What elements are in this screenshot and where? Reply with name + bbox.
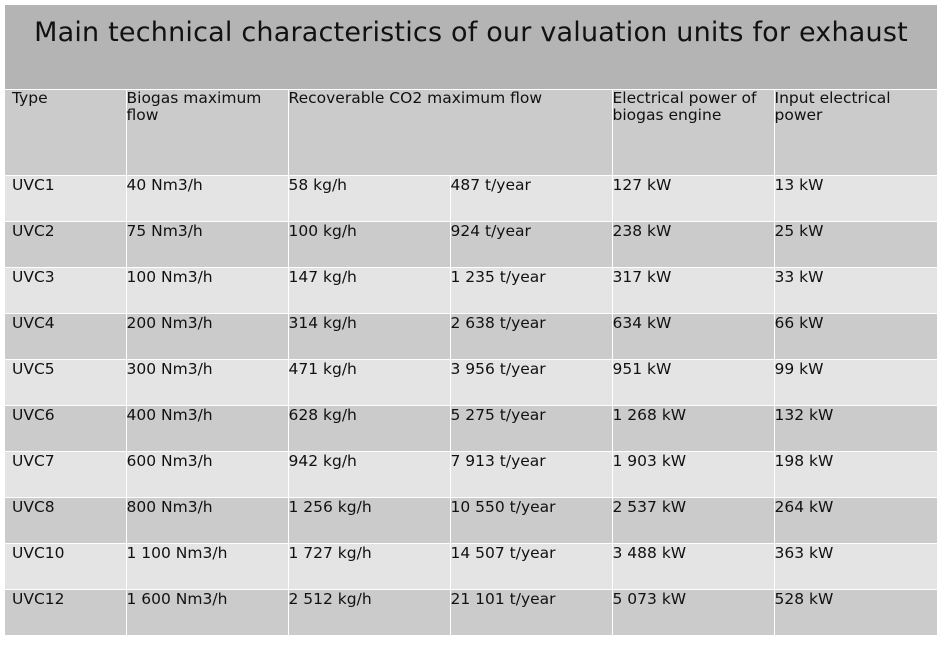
cell-biogas-flow: 40 Nm3/h [126, 175, 289, 222]
cell-input-power: 198 kW [774, 451, 938, 498]
cell-co2-kg-per-hour: 58 kg/h [288, 175, 451, 222]
cell-type: UVC8 [5, 497, 127, 544]
cell-engine-power: 127 kW [612, 175, 775, 222]
cell-input-power: 33 kW [774, 267, 938, 314]
header-row: Type Biogas maximum flow Recoverable CO2… [5, 90, 938, 176]
cell-co2-tonnes-per-year: 14 507 t/year [450, 543, 613, 590]
table-row: UVC7 600 Nm3/h 942 kg/h 7 913 t/year 1 903 k… [5, 451, 938, 498]
header-co2-flow: Recoverable CO2 maximum flow [288, 90, 613, 176]
header-input-power: Input electrical power [774, 90, 938, 176]
cell-type: UVC12 [5, 589, 127, 636]
cell-type: UVC10 [5, 543, 127, 590]
table-row: UVC10 1 100 Nm3/h 1 727 kg/h 14 507 t/year 3… [5, 543, 938, 590]
cell-type: UVC3 [5, 267, 127, 314]
cell-input-power: 132 kW [774, 405, 938, 452]
cell-engine-power: 3 488 kW [612, 543, 775, 590]
cell-biogas-flow: 200 Nm3/h [126, 313, 289, 360]
cell-engine-power: 238 kW [612, 221, 775, 268]
cell-type: UVC6 [5, 405, 127, 452]
cell-input-power: 264 kW [774, 497, 938, 544]
cell-input-power: 363 kW [774, 543, 938, 590]
cell-type: UVC1 [5, 175, 127, 222]
cell-co2-tonnes-per-year: 7 913 t/year [450, 451, 613, 498]
cell-biogas-flow: 1 100 Nm3/h [126, 543, 289, 590]
characteristics-table: Type Biogas maximum flow Recoverable CO2… [5, 90, 938, 636]
cell-co2-kg-per-hour: 1 727 kg/h [288, 543, 451, 590]
cell-co2-tonnes-per-year: 924 t/year [450, 221, 613, 268]
cell-engine-power: 951 kW [612, 359, 775, 406]
cell-co2-kg-per-hour: 628 kg/h [288, 405, 451, 452]
cell-type: UVC4 [5, 313, 127, 360]
cell-biogas-flow: 75 Nm3/h [126, 221, 289, 268]
cell-biogas-flow: 800 Nm3/h [126, 497, 289, 544]
cell-co2-tonnes-per-year: 487 t/year [450, 175, 613, 222]
table-header: Type Biogas maximum flow Recoverable CO2… [5, 90, 938, 176]
cell-biogas-flow: 100 Nm3/h [126, 267, 289, 314]
cell-co2-tonnes-per-year: 5 275 t/year [450, 405, 613, 452]
cell-biogas-flow: 1 600 Nm3/h [126, 589, 289, 636]
cell-type: UVC5 [5, 359, 127, 406]
table-row: UVC4 200 Nm3/h 314 kg/h 2 638 t/year 634 kW 6… [5, 313, 938, 360]
header-biogas-flow: Biogas maximum flow [126, 90, 289, 176]
title-bar: Main technical characteristics of our va… [5, 5, 937, 90]
spec-sheet: Main technical characteristics of our va… [5, 5, 938, 642]
cell-engine-power: 1 268 kW [612, 405, 775, 452]
cell-co2-kg-per-hour: 147 kg/h [288, 267, 451, 314]
cell-type: UVC7 [5, 451, 127, 498]
cell-co2-kg-per-hour: 2 512 kg/h [288, 589, 451, 636]
table-row: UVC2 75 Nm3/h 100 kg/h 924 t/year 238 kW 25 k… [5, 221, 938, 268]
cell-type: UVC2 [5, 221, 127, 268]
cell-biogas-flow: 400 Nm3/h [126, 405, 289, 452]
table-body: UVC1 40 Nm3/h 58 kg/h 487 t/year 127 kW 13 kW… [5, 175, 938, 636]
cell-co2-tonnes-per-year: 2 638 t/year [450, 313, 613, 360]
page-title: Main technical characteristics of our va… [34, 17, 908, 48]
cell-engine-power: 5 073 kW [612, 589, 775, 636]
cell-co2-kg-per-hour: 100 kg/h [288, 221, 451, 268]
cell-biogas-flow: 600 Nm3/h [126, 451, 289, 498]
cell-engine-power: 2 537 kW [612, 497, 775, 544]
header-type: Type [5, 90, 127, 176]
table-row: UVC6 400 Nm3/h 628 kg/h 5 275 t/year 1 268 k… [5, 405, 938, 452]
table-row: UVC1 40 Nm3/h 58 kg/h 487 t/year 127 kW 13 kW [5, 175, 938, 222]
table-row: UVC8 800 Nm3/h 1 256 kg/h 10 550 t/year 2 53… [5, 497, 938, 544]
table-row: UVC3 100 Nm3/h 147 kg/h 1 235 t/year 317 kW 3… [5, 267, 938, 314]
cell-input-power: 66 kW [774, 313, 938, 360]
cell-co2-tonnes-per-year: 1 235 t/year [450, 267, 613, 314]
cell-co2-kg-per-hour: 471 kg/h [288, 359, 451, 406]
header-engine-power: Electrical power of biogas engine [612, 90, 775, 176]
cell-input-power: 528 kW [774, 589, 938, 636]
cell-biogas-flow: 300 Nm3/h [126, 359, 289, 406]
cell-engine-power: 317 kW [612, 267, 775, 314]
cell-engine-power: 1 903 kW [612, 451, 775, 498]
cell-co2-tonnes-per-year: 3 956 t/year [450, 359, 613, 406]
cell-co2-kg-per-hour: 942 kg/h [288, 451, 451, 498]
table-row: UVC5 300 Nm3/h 471 kg/h 3 956 t/year 951 kW 9… [5, 359, 938, 406]
cell-co2-tonnes-per-year: 10 550 t/year [450, 497, 613, 544]
cell-co2-kg-per-hour: 314 kg/h [288, 313, 451, 360]
cell-input-power: 13 kW [774, 175, 938, 222]
cell-engine-power: 634 kW [612, 313, 775, 360]
cell-input-power: 25 kW [774, 221, 938, 268]
table-row: UVC12 1 600 Nm3/h 2 512 kg/h 21 101 t/year 5… [5, 589, 938, 636]
cell-co2-kg-per-hour: 1 256 kg/h [288, 497, 451, 544]
cell-input-power: 99 kW [774, 359, 938, 406]
cell-co2-tonnes-per-year: 21 101 t/year [450, 589, 613, 636]
